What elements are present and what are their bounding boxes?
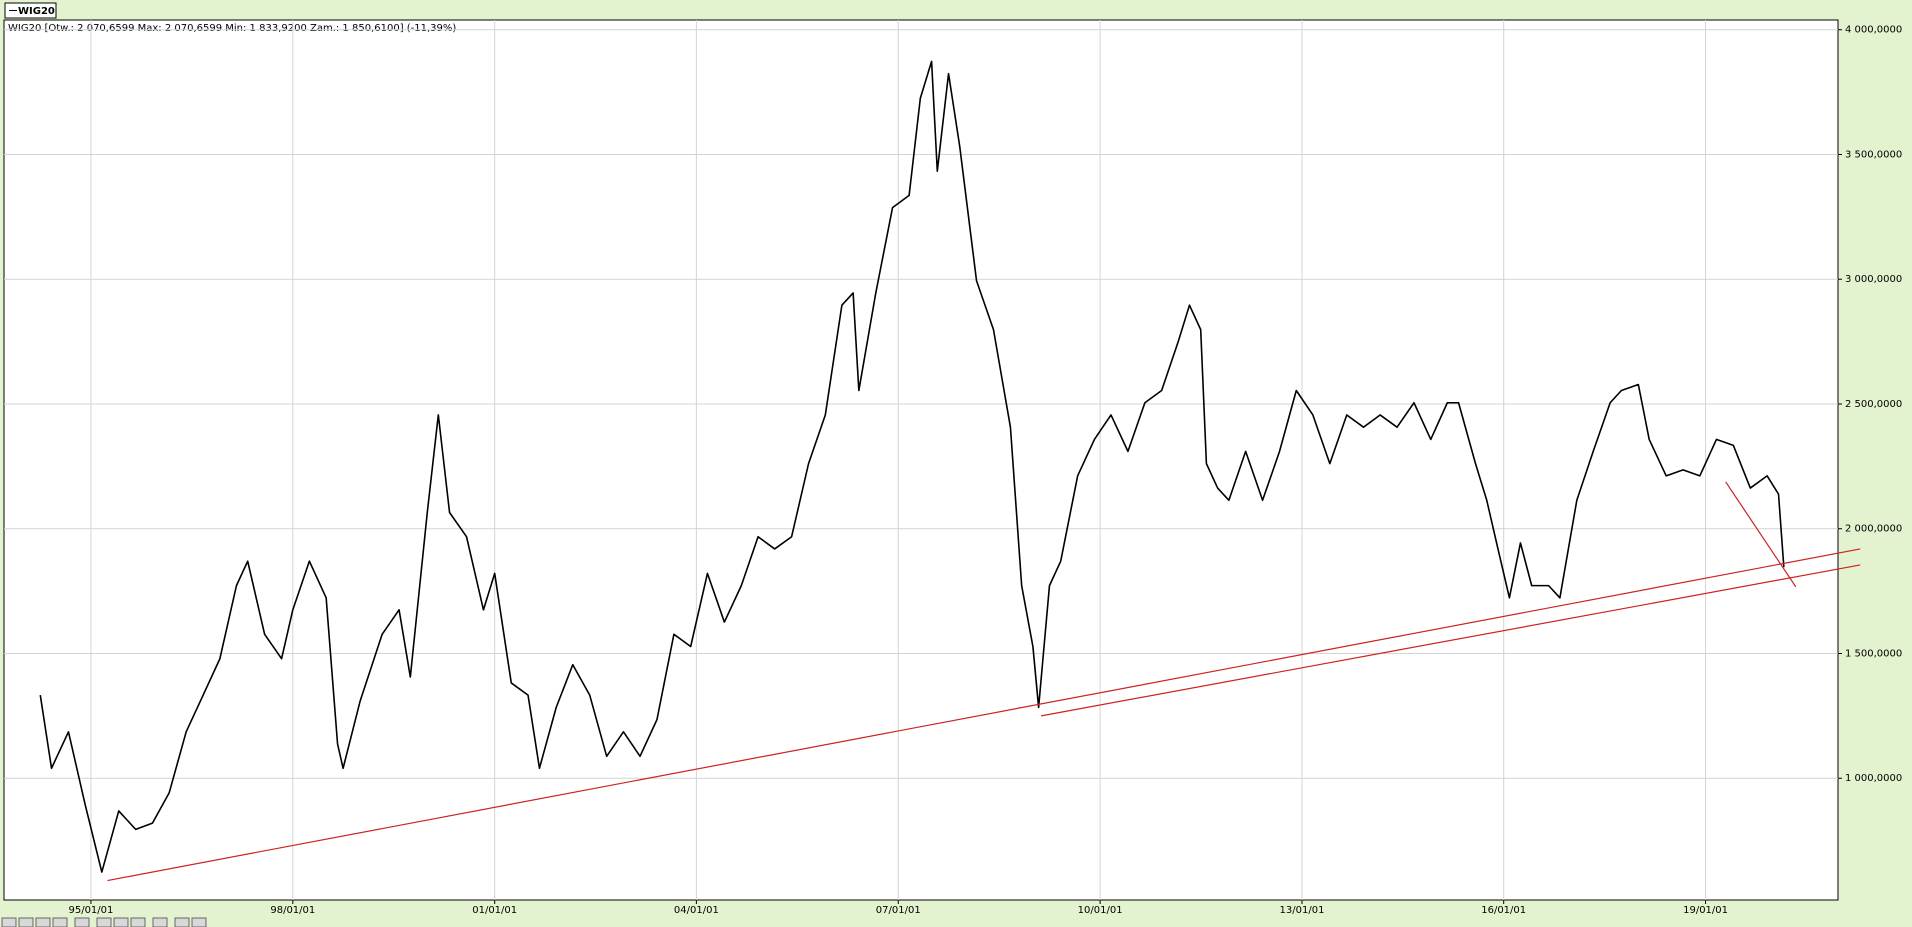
x-tick-label: 98/01/01 bbox=[270, 905, 315, 916]
x-tick-label: 07/01/01 bbox=[876, 905, 921, 916]
trend-line bbox=[107, 548, 1861, 882]
trend-line bbox=[1725, 481, 1797, 588]
price-line bbox=[39, 60, 1785, 873]
x-tick-label: 95/01/01 bbox=[68, 905, 113, 916]
x-tick-label: 13/01/01 bbox=[1280, 905, 1325, 916]
y-tick-label: 4 000,0000 bbox=[1845, 25, 1902, 36]
toolbar-button[interactable] bbox=[191, 917, 207, 927]
y-tick-label: 3 500,0000 bbox=[1845, 149, 1902, 160]
toolbar-button[interactable] bbox=[113, 917, 129, 927]
y-tick-label: 3 000,0000 bbox=[1845, 274, 1902, 285]
x-tick-label: 04/01/01 bbox=[674, 905, 719, 916]
x-tick-label: 01/01/01 bbox=[472, 905, 517, 916]
trend-line bbox=[1041, 564, 1861, 717]
y-tick-label: 1 500,0000 bbox=[1845, 648, 1902, 659]
y-tick-label: 2 000,0000 bbox=[1845, 524, 1902, 535]
toolbar-button[interactable] bbox=[1, 917, 17, 927]
info-text: WIG20 [Otw.: 2 070,6599 Max: 2 070,6599 … bbox=[8, 23, 456, 34]
tab[interactable]: WIG20 bbox=[4, 2, 57, 19]
toolbar-button[interactable] bbox=[18, 917, 34, 927]
x-tick-label: 16/01/01 bbox=[1481, 905, 1526, 916]
y-tick-label: 1 000,0000 bbox=[1845, 773, 1902, 784]
toolbar-button[interactable] bbox=[152, 917, 168, 927]
toolbar-button[interactable] bbox=[96, 917, 112, 927]
x-tick-label: 19/01/01 bbox=[1683, 905, 1728, 916]
toolbar-button[interactable] bbox=[174, 917, 190, 927]
toolbar bbox=[1, 917, 207, 927]
x-tick-label: 10/01/01 bbox=[1078, 905, 1123, 916]
toolbar-button[interactable] bbox=[35, 917, 51, 927]
toolbar-button[interactable] bbox=[130, 917, 146, 927]
plot-area bbox=[3, 19, 1839, 901]
tab-box[interactable] bbox=[4, 2, 57, 19]
toolbar-button[interactable] bbox=[52, 917, 68, 927]
tab-title: WIG20 bbox=[18, 6, 55, 17]
toolbar-button[interactable] bbox=[74, 917, 90, 927]
y-tick-label: 2 500,0000 bbox=[1845, 399, 1902, 410]
